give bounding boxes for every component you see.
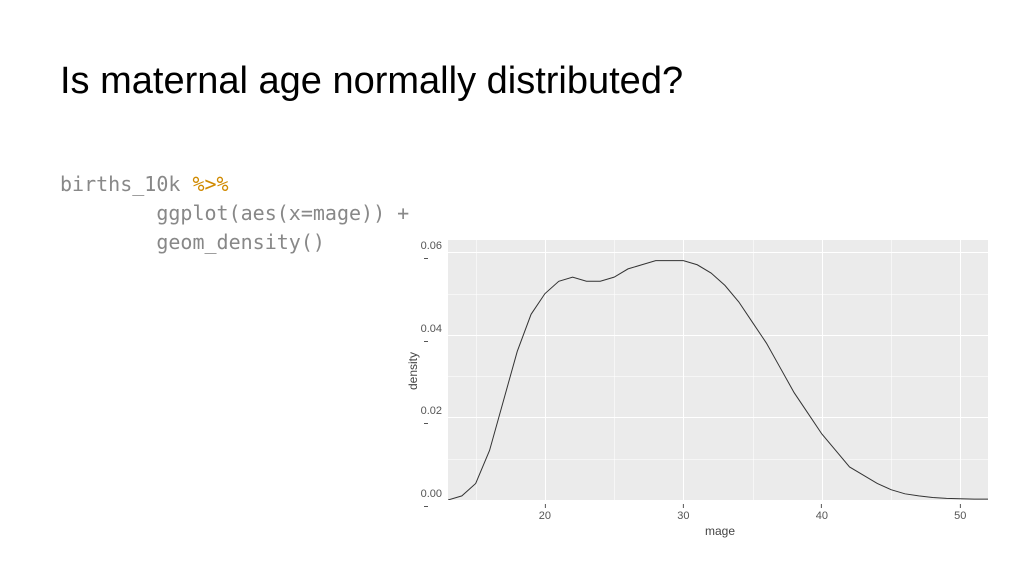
- page-title: Is maternal age normally distributed?: [60, 60, 683, 103]
- x-tick: 50: [954, 500, 966, 522]
- density-curve: [448, 240, 988, 500]
- x-axis-label: mage: [705, 524, 735, 538]
- y-axis-label: density: [406, 352, 420, 390]
- code-block: births_10k %>% ggplot(aes(x=mage)) + geo…: [60, 170, 409, 257]
- y-tick: 0.06: [421, 240, 448, 264]
- x-tick: 40: [816, 500, 828, 522]
- y-tick: 0.00: [421, 488, 448, 512]
- x-tick: 30: [677, 500, 689, 522]
- code-token: ggplot(aes(x=mage)) +: [60, 201, 409, 225]
- code-token: births_10k: [60, 172, 192, 196]
- x-tick: 20: [539, 500, 551, 522]
- code-token: geom_density(): [60, 230, 325, 254]
- y-tick: 0.02: [421, 405, 448, 429]
- y-tick: 0.04: [421, 323, 448, 347]
- chart-panel: 0.000.020.040.0620304050: [448, 240, 988, 500]
- code-pipe: %>%: [192, 172, 228, 196]
- gridline-h: [448, 500, 988, 501]
- density-chart: density mage 0.000.020.040.0620304050: [400, 240, 990, 540]
